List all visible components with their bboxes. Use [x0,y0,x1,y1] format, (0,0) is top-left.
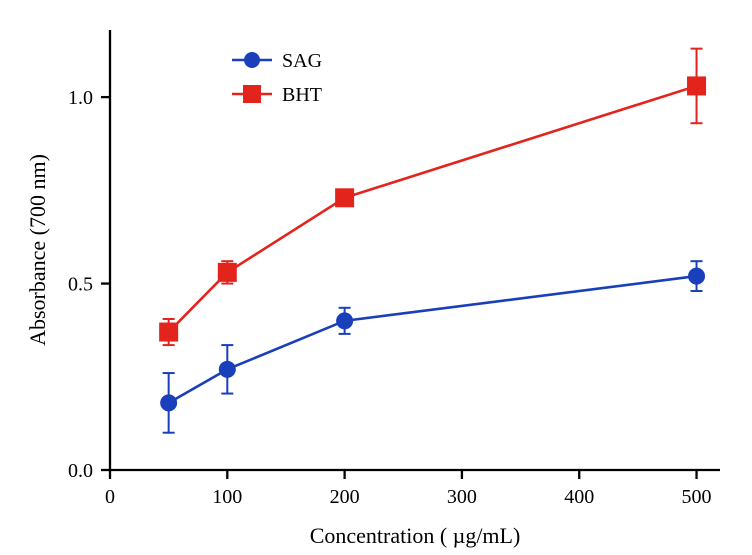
svg-text:0.0: 0.0 [68,460,93,482]
svg-text:SAG: SAG [282,50,322,72]
svg-text:Absorbance (700 nm): Absorbance (700 nm) [25,154,50,346]
svg-text:200: 200 [330,486,360,508]
svg-text:400: 400 [564,486,594,508]
chart-root: 0 100 200 300 400 500 0.0 0.5 1.0 Concentration (… [0,0,752,555]
chart-svg: 0 100 200 300 400 500 0.0 0.5 1.0 Concentration (… [0,0,752,555]
svg-text:100: 100 [212,486,242,508]
svg-text:500: 500 [682,486,712,508]
svg-text:300: 300 [447,486,477,508]
svg-text:0.5: 0.5 [68,274,93,296]
svg-text:BHT: BHT [282,84,322,106]
svg-text:Concentration ( µg/mL): Concentration ( µg/mL) [310,523,521,548]
svg-text:1.0: 1.0 [68,87,93,109]
svg-text:0: 0 [105,486,115,508]
